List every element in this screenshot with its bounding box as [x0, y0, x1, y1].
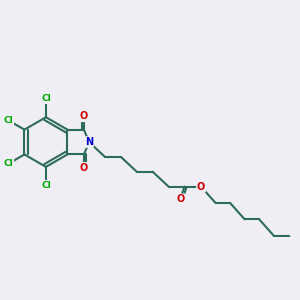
Text: O: O	[80, 111, 88, 121]
Text: Cl: Cl	[41, 94, 51, 103]
Text: N: N	[85, 137, 93, 147]
Text: O: O	[176, 194, 184, 204]
Text: O: O	[80, 163, 88, 173]
Text: Cl: Cl	[4, 159, 13, 168]
Text: Cl: Cl	[4, 116, 13, 125]
Text: O: O	[197, 182, 205, 192]
Text: Cl: Cl	[41, 181, 51, 190]
